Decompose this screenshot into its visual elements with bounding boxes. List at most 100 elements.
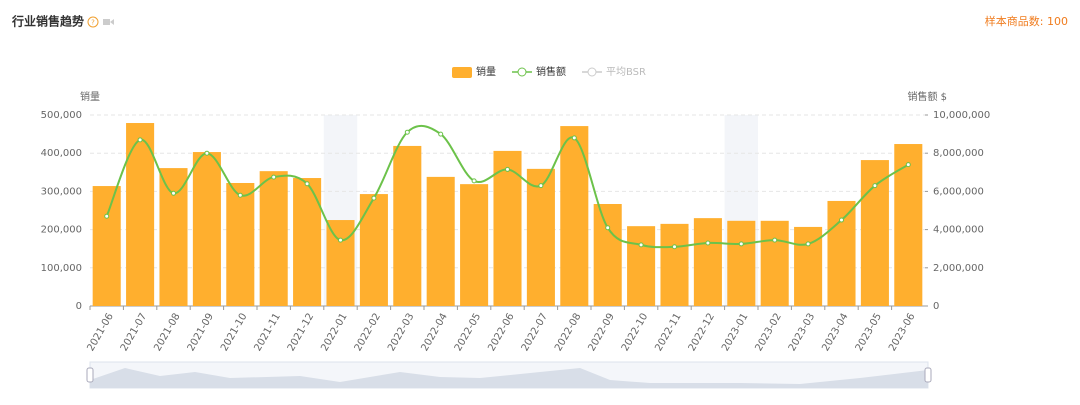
video-icon-lens <box>110 19 114 25</box>
sales-point <box>204 150 210 156</box>
bar <box>159 168 188 306</box>
bar <box>660 223 689 306</box>
sales-point <box>471 178 477 184</box>
y2-tick-label: 0 <box>933 301 939 312</box>
bar <box>526 168 555 306</box>
x-tick-label: 2022-07 <box>520 312 550 354</box>
legend-label: 销售额 <box>536 65 566 78</box>
sales-point <box>805 241 811 247</box>
sales-point <box>772 237 778 243</box>
x-tick-label: 2021-08 <box>152 312 182 354</box>
bar <box>226 182 255 306</box>
bar <box>860 160 889 306</box>
sample-count: 样本商品数: 100 <box>985 14 1068 28</box>
sales-point <box>738 241 744 247</box>
legend-label: 销量 <box>476 65 496 78</box>
x-tick-label: 2022-09 <box>586 312 616 354</box>
y-tick-label: 400,000 <box>41 148 82 159</box>
x-tick-label: 2023-04 <box>820 312 850 354</box>
zoom-handle-right[interactable] <box>924 367 932 383</box>
sales-point <box>705 240 711 246</box>
x-tick-label: 2021-10 <box>219 312 249 354</box>
x-tick-label: 2022-03 <box>386 312 416 354</box>
sales-point <box>438 131 444 137</box>
bar <box>627 226 656 306</box>
x-tick-label: 2021-11 <box>252 312 282 354</box>
y2-tick-label: 8,000,000 <box>933 148 984 159</box>
sales-point <box>638 242 644 248</box>
x-tick-label: 2022-12 <box>687 312 717 354</box>
bar <box>827 200 856 306</box>
page-title: 行业销售趋势 <box>11 14 84 29</box>
y2-tick-label: 10,000,000 <box>933 110 990 121</box>
bar <box>426 176 455 306</box>
help-icon-mark: ? <box>91 19 95 27</box>
sales-point <box>905 162 911 168</box>
y-tick-label: 500,000 <box>41 110 82 121</box>
x-tick-label: 2021-12 <box>286 312 316 354</box>
x-tick-label: 2022-08 <box>553 312 583 354</box>
y2-tick-label: 4,000,000 <box>933 225 984 236</box>
x-tick-label: 2021-07 <box>119 312 149 354</box>
y-tick-label: 300,000 <box>41 186 82 197</box>
bar <box>92 186 121 306</box>
sales-point <box>237 192 243 198</box>
sales-point <box>404 129 410 135</box>
sales-point <box>872 183 878 189</box>
x-tick-label: 2022-11 <box>653 312 683 354</box>
x-tick-label: 2022-02 <box>353 312 383 354</box>
bar <box>326 220 355 306</box>
bar <box>693 218 722 306</box>
y-tick-label: 0 <box>76 301 82 312</box>
y2-axis-label: 销售额 $ <box>907 90 947 103</box>
bar <box>393 145 422 306</box>
legend-swatch-dot <box>587 67 597 77</box>
sales-point <box>338 237 343 243</box>
x-tick-label: 2023-01 <box>720 312 750 354</box>
bar <box>727 220 756 306</box>
sales-point <box>371 195 377 201</box>
x-tick-label: 2021-06 <box>85 312 115 354</box>
help-icon[interactable] <box>87 16 99 28</box>
x-tick-label: 2022-05 <box>453 311 483 353</box>
x-tick-label: 2023-06 <box>887 312 917 354</box>
y2-tick-label: 2,000,000 <box>933 263 984 274</box>
x-tick-label: 2023-05 <box>854 312 884 354</box>
sales-point <box>271 174 277 180</box>
video-icon[interactable] <box>103 19 110 25</box>
sales-point <box>505 166 510 172</box>
x-tick-label: 2021-09 <box>186 312 216 354</box>
legend-swatch <box>452 67 472 78</box>
x-tick-label: 2022-06 <box>486 312 516 354</box>
legend-label: 平均BSR <box>606 66 646 78</box>
x-tick-label: 2023-03 <box>787 312 817 354</box>
sales-point <box>839 217 844 223</box>
x-tick-label: 2022-10 <box>620 312 650 354</box>
bar <box>359 194 388 306</box>
y-tick-label: 100,000 <box>41 263 82 274</box>
sales-point <box>137 137 143 143</box>
bar <box>293 178 322 306</box>
sales-point <box>304 181 310 187</box>
legend-swatch-dot <box>517 67 527 77</box>
bar <box>259 171 288 306</box>
sales-point <box>605 225 611 231</box>
sales-point <box>538 183 544 189</box>
bar <box>560 126 589 306</box>
zoom-handle-left[interactable] <box>86 367 94 383</box>
sales-point <box>672 244 677 250</box>
x-tick-label: 2022-01 <box>319 312 349 354</box>
bar <box>192 152 221 306</box>
bar <box>894 144 923 306</box>
x-tick-label: 2023-02 <box>753 312 783 354</box>
bar <box>760 220 789 306</box>
bar <box>593 204 622 306</box>
sales-point <box>571 135 577 141</box>
y2-tick-label: 6,000,000 <box>933 186 984 197</box>
x-tick-label: 2022-04 <box>419 312 449 354</box>
bar <box>460 184 489 306</box>
sales-point <box>104 213 110 219</box>
y-tick-label: 200,000 <box>41 225 82 236</box>
